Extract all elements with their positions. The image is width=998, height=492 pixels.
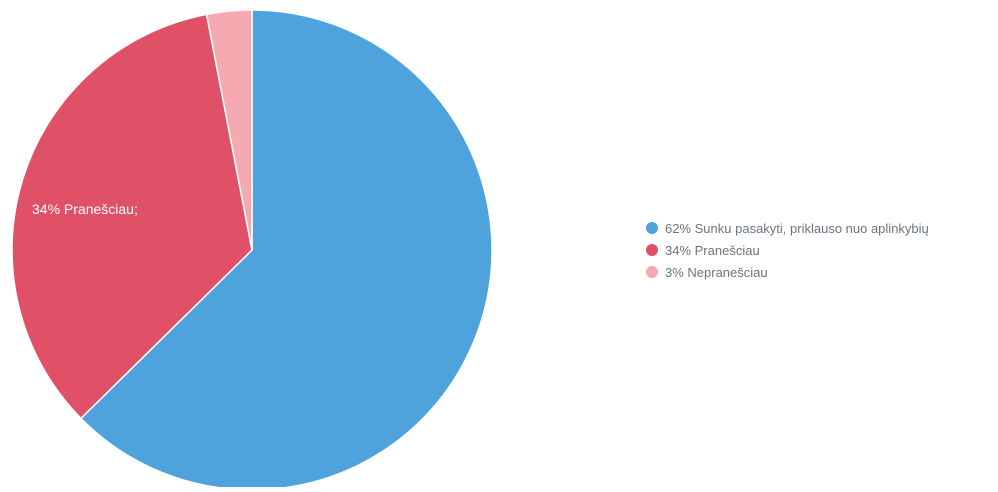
pie-data-labels: 34% Pranešciau; (32, 201, 138, 217)
data-label-slice-1: 34% Pranešciau; (32, 201, 138, 217)
legend: 62% Sunku pasakyti, priklauso nuo aplink… (646, 221, 929, 280)
legend-label-1: 34% Pranešciau (665, 243, 760, 258)
legend-label-2: 3% Nepranešciau (665, 265, 768, 280)
pie-slices (11, 9, 493, 491)
legend-label-0: 62% Sunku pasakyti, priklauso nuo aplink… (665, 221, 929, 236)
legend-marker-1 (646, 244, 658, 256)
legend-marker-2 (646, 266, 658, 278)
pie-slice-2 (205, 9, 253, 251)
legend-marker-0 (646, 222, 658, 234)
pie-slice-1 (11, 13, 253, 420)
pie-slice-0 (79, 9, 493, 491)
